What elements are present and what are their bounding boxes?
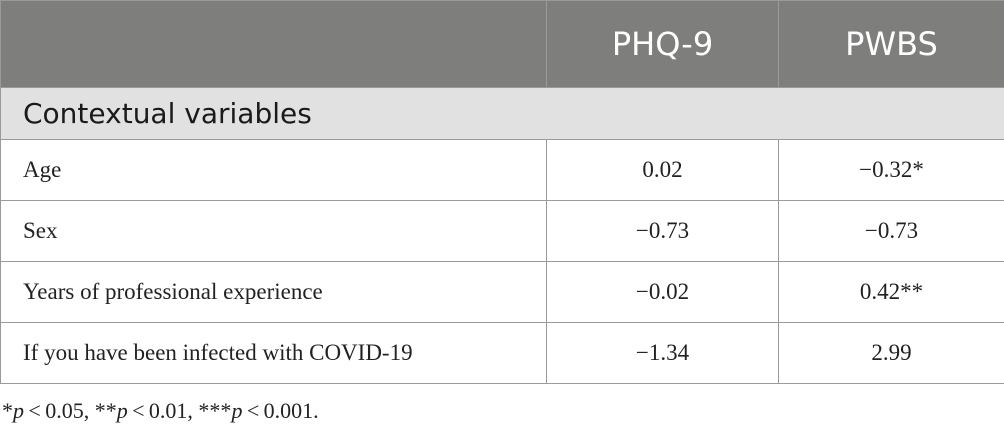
footnote-part: < 0.001. [242,398,319,423]
footnote-part-italic: p [231,398,243,423]
table-body: Contextual variables Age 0.02 −0.32* Sex… [0,87,1004,384]
row-label: If you have been infected with COVID-19 [0,322,547,384]
section-label: Contextual variables [0,87,1004,140]
header-cell-phq9: PHQ-9 [546,0,779,88]
row-label: Years of professional experience [0,261,547,323]
header-row: PHQ-9 PWBS [0,0,1004,88]
results-table-container: PHQ-9 PWBS Contextual variables Age 0.02… [0,0,1004,384]
row-label: Age [0,139,547,201]
table-row: Age 0.02 −0.32* [0,139,1004,201]
table-header: PHQ-9 PWBS [0,0,1004,88]
section-row: Contextual variables [0,87,1004,140]
header-cell-blank [0,0,547,88]
footnote-part: * [2,398,13,423]
row-label: Sex [0,200,547,262]
footnote-part: < 0.01, *** [127,398,232,423]
table-row: Years of professional experience −0.02 0… [0,261,1004,323]
pwbs-value: 2.99 [778,322,1004,384]
phq9-value: −0.73 [546,200,779,262]
pwbs-value: −0.32* [778,139,1004,201]
footnote-part-italic: p [13,398,24,423]
phq9-value: 0.02 [546,139,779,201]
phq9-value: −1.34 [546,322,779,384]
footnote-part: < 0.05, ** [24,398,117,423]
table-row: If you have been infected with COVID-19 … [0,322,1004,384]
footnote-part-italic: p [116,398,128,423]
table-row: Sex −0.73 −0.73 [0,200,1004,262]
regression-table: PHQ-9 PWBS Contextual variables Age 0.02… [0,0,1004,384]
pwbs-value: −0.73 [778,200,1004,262]
phq9-value: −0.02 [546,261,779,323]
pwbs-value: 0.42** [778,261,1004,323]
significance-footnote: *p < 0.05, **p < 0.01, ***p < 0.001. [2,398,319,424]
header-cell-pwbs: PWBS [778,0,1004,88]
